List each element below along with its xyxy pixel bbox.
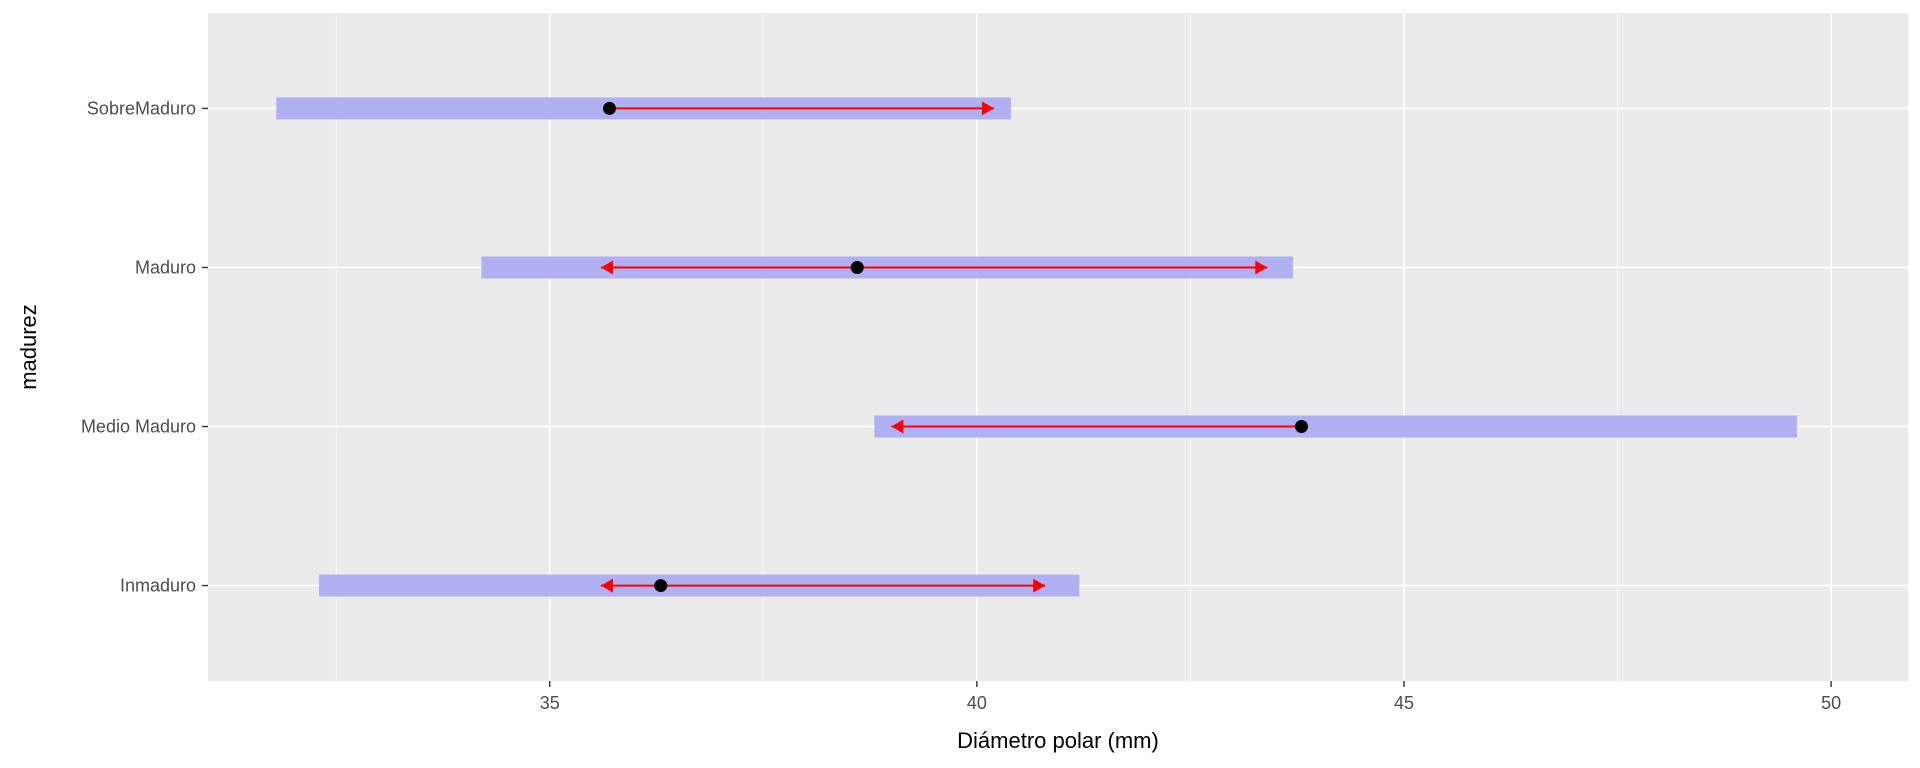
y-tick-label: Medio Maduro xyxy=(81,417,196,437)
arrow-head xyxy=(600,578,613,593)
arrow-head xyxy=(1255,260,1268,275)
x-tick-label: 50 xyxy=(1821,693,1841,713)
mean-point xyxy=(850,260,864,274)
y-axis: Inmaduro Medio Maduro Maduro SobreMaduro xyxy=(81,98,208,596)
arrow-head xyxy=(891,419,904,434)
plot-panel xyxy=(208,13,1908,681)
range-bar xyxy=(874,415,1797,438)
y-tick-label: SobreMaduro xyxy=(87,98,196,118)
x-axis: 35 40 45 50 xyxy=(540,681,1841,713)
x-tick-label: 40 xyxy=(967,693,987,713)
arrows xyxy=(600,101,1302,593)
x-tick-label: 35 xyxy=(540,693,560,713)
mean-point xyxy=(1294,420,1308,434)
points xyxy=(603,101,1308,593)
arrow-head xyxy=(981,101,994,116)
arrow-head xyxy=(600,260,613,275)
x-tick-label: 45 xyxy=(1394,693,1414,713)
arrow-head xyxy=(1033,578,1046,593)
mean-point xyxy=(603,101,617,115)
mean-point xyxy=(654,579,668,593)
y-tick-label: Maduro xyxy=(135,257,196,277)
y-tick-label: Inmaduro xyxy=(120,576,196,596)
y-axis-title: madurez xyxy=(16,304,41,390)
x-axis-title: Diámetro polar (mm) xyxy=(957,728,1159,753)
